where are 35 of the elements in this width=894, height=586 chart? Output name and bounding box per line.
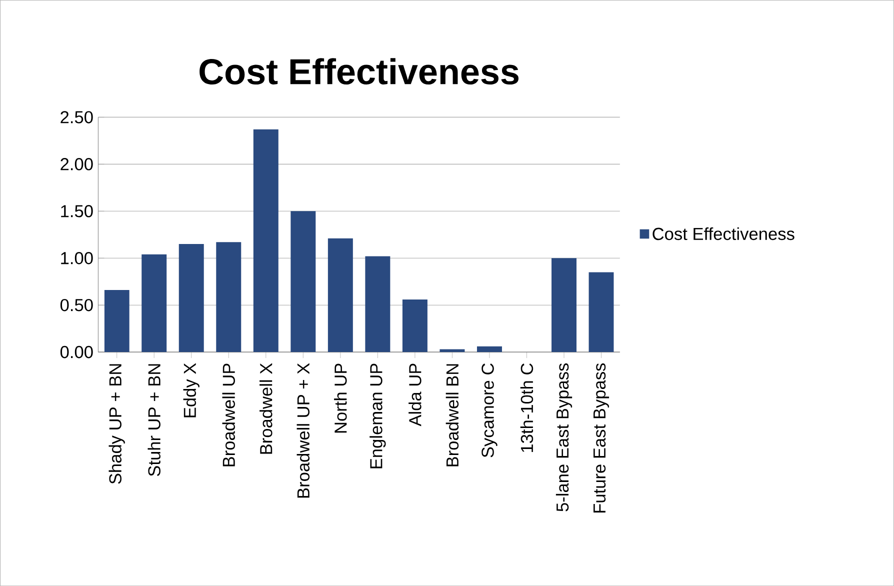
bar — [552, 258, 576, 352]
x-tick-label: North UP — [334, 364, 347, 432]
x-tick-label: Broadwell UP — [222, 364, 235, 466]
bar — [142, 254, 167, 352]
bar — [253, 129, 278, 352]
bar — [476, 346, 502, 352]
bar — [402, 299, 428, 352]
bar — [216, 242, 242, 352]
x-tick-label: Broadwell X — [260, 363, 272, 454]
bar — [365, 256, 390, 352]
y-tick-label: 0.50 — [60, 298, 93, 312]
chart-title: Cost Effectiveness — [200, 58, 518, 84]
x-tick-label: Engleman UP — [370, 364, 386, 468]
x-tick-label: Shady UP + BN — [108, 364, 125, 484]
x-tick-label: 5-lane East Bypass — [556, 363, 572, 512]
x-tick-label: Alda UP — [408, 364, 422, 426]
y-tick-label: 1.00 — [61, 252, 93, 264]
bar — [290, 211, 316, 352]
x-tick-label: Future East Bypass — [594, 363, 610, 512]
legend-label: Cost Effectiveness — [652, 227, 794, 240]
bar — [588, 272, 614, 352]
x-tick-label: 13th-10th C — [520, 363, 534, 452]
x-tick-label: Stuhr UP + BN — [148, 364, 160, 476]
x-tick-label: Broadwell UP + X — [296, 363, 310, 498]
x-tick-label: Broadwell BN — [446, 364, 459, 466]
y-tick-label: 0.00 — [60, 346, 93, 358]
y-tick-label: 1.50 — [61, 204, 93, 218]
x-tick-label: Sycamore C — [482, 363, 498, 458]
bar — [440, 349, 465, 352]
x-tick-label: Eddy X — [183, 363, 200, 418]
y-tick-label: 2.50 — [60, 110, 93, 124]
bar — [104, 290, 130, 352]
y-tick-label: 2.00 — [60, 158, 93, 170]
bar — [328, 238, 353, 352]
bar — [178, 244, 204, 352]
